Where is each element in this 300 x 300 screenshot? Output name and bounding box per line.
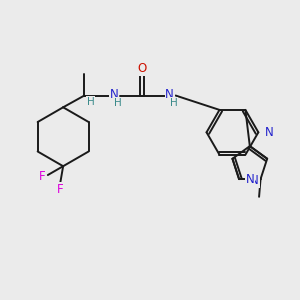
Text: O: O [137, 62, 146, 75]
Text: H: H [170, 98, 178, 108]
Text: N: N [250, 174, 259, 187]
Text: N: N [110, 88, 118, 101]
Text: H: H [87, 97, 95, 107]
Text: N: N [165, 88, 174, 101]
Text: H: H [114, 98, 122, 108]
Text: N: N [246, 172, 254, 186]
Text: F: F [57, 183, 64, 196]
Text: F: F [39, 170, 45, 183]
Text: N: N [265, 126, 274, 139]
